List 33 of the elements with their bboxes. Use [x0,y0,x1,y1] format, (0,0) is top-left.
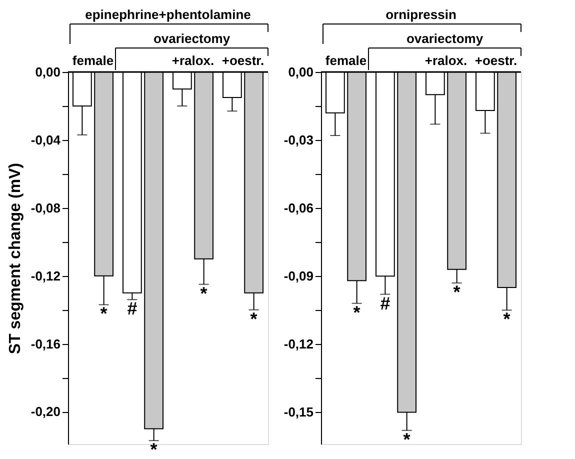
annotation: # [127,298,138,319]
y-tick-label: -0,04 [30,132,62,148]
x-tick-label: +oestr. [222,53,264,68]
annotation: * [353,302,360,322]
text: ovariectomy [153,31,231,46]
y-tick-label: -0,12 [30,268,60,284]
text: ovariectomy [406,31,484,46]
annotation: * [403,429,410,450]
x-tick-label: female [325,53,367,68]
y-axis-title: ST segment change (mV) [6,162,24,354]
annotation: # [380,293,390,314]
y-tick-label: 0,00 [288,64,314,80]
y-tick-label: -0,12 [284,336,314,352]
annotation: * [200,283,208,304]
y-tick-label: -0,03 [284,132,314,148]
y-tick-label: -0,08 [30,200,60,216]
y-tick-label: -0,15 [284,404,314,420]
annotation: * [503,309,510,330]
chart-title: epinephrine+phentolamine [85,7,251,22]
annotation: * [150,440,158,459]
y-tick-label: -0,20 [30,404,60,420]
y-tick-label: 0,00 [35,64,60,80]
y-tick-label: -0,06 [284,200,314,216]
x-tick-label: +oestr. [474,53,518,68]
x-tick-label: female [72,53,114,68]
chart-title: ornipressin [386,7,456,22]
y-tick-label: -0,09 [284,268,314,284]
x-tick-label: +ralox. [172,53,214,68]
annotation: * [453,282,460,302]
y-tick-label: -0,16 [30,336,60,352]
x-tick-label: +ralox. [424,53,468,68]
annotation: * [100,304,108,324]
annotation: * [250,308,258,329]
